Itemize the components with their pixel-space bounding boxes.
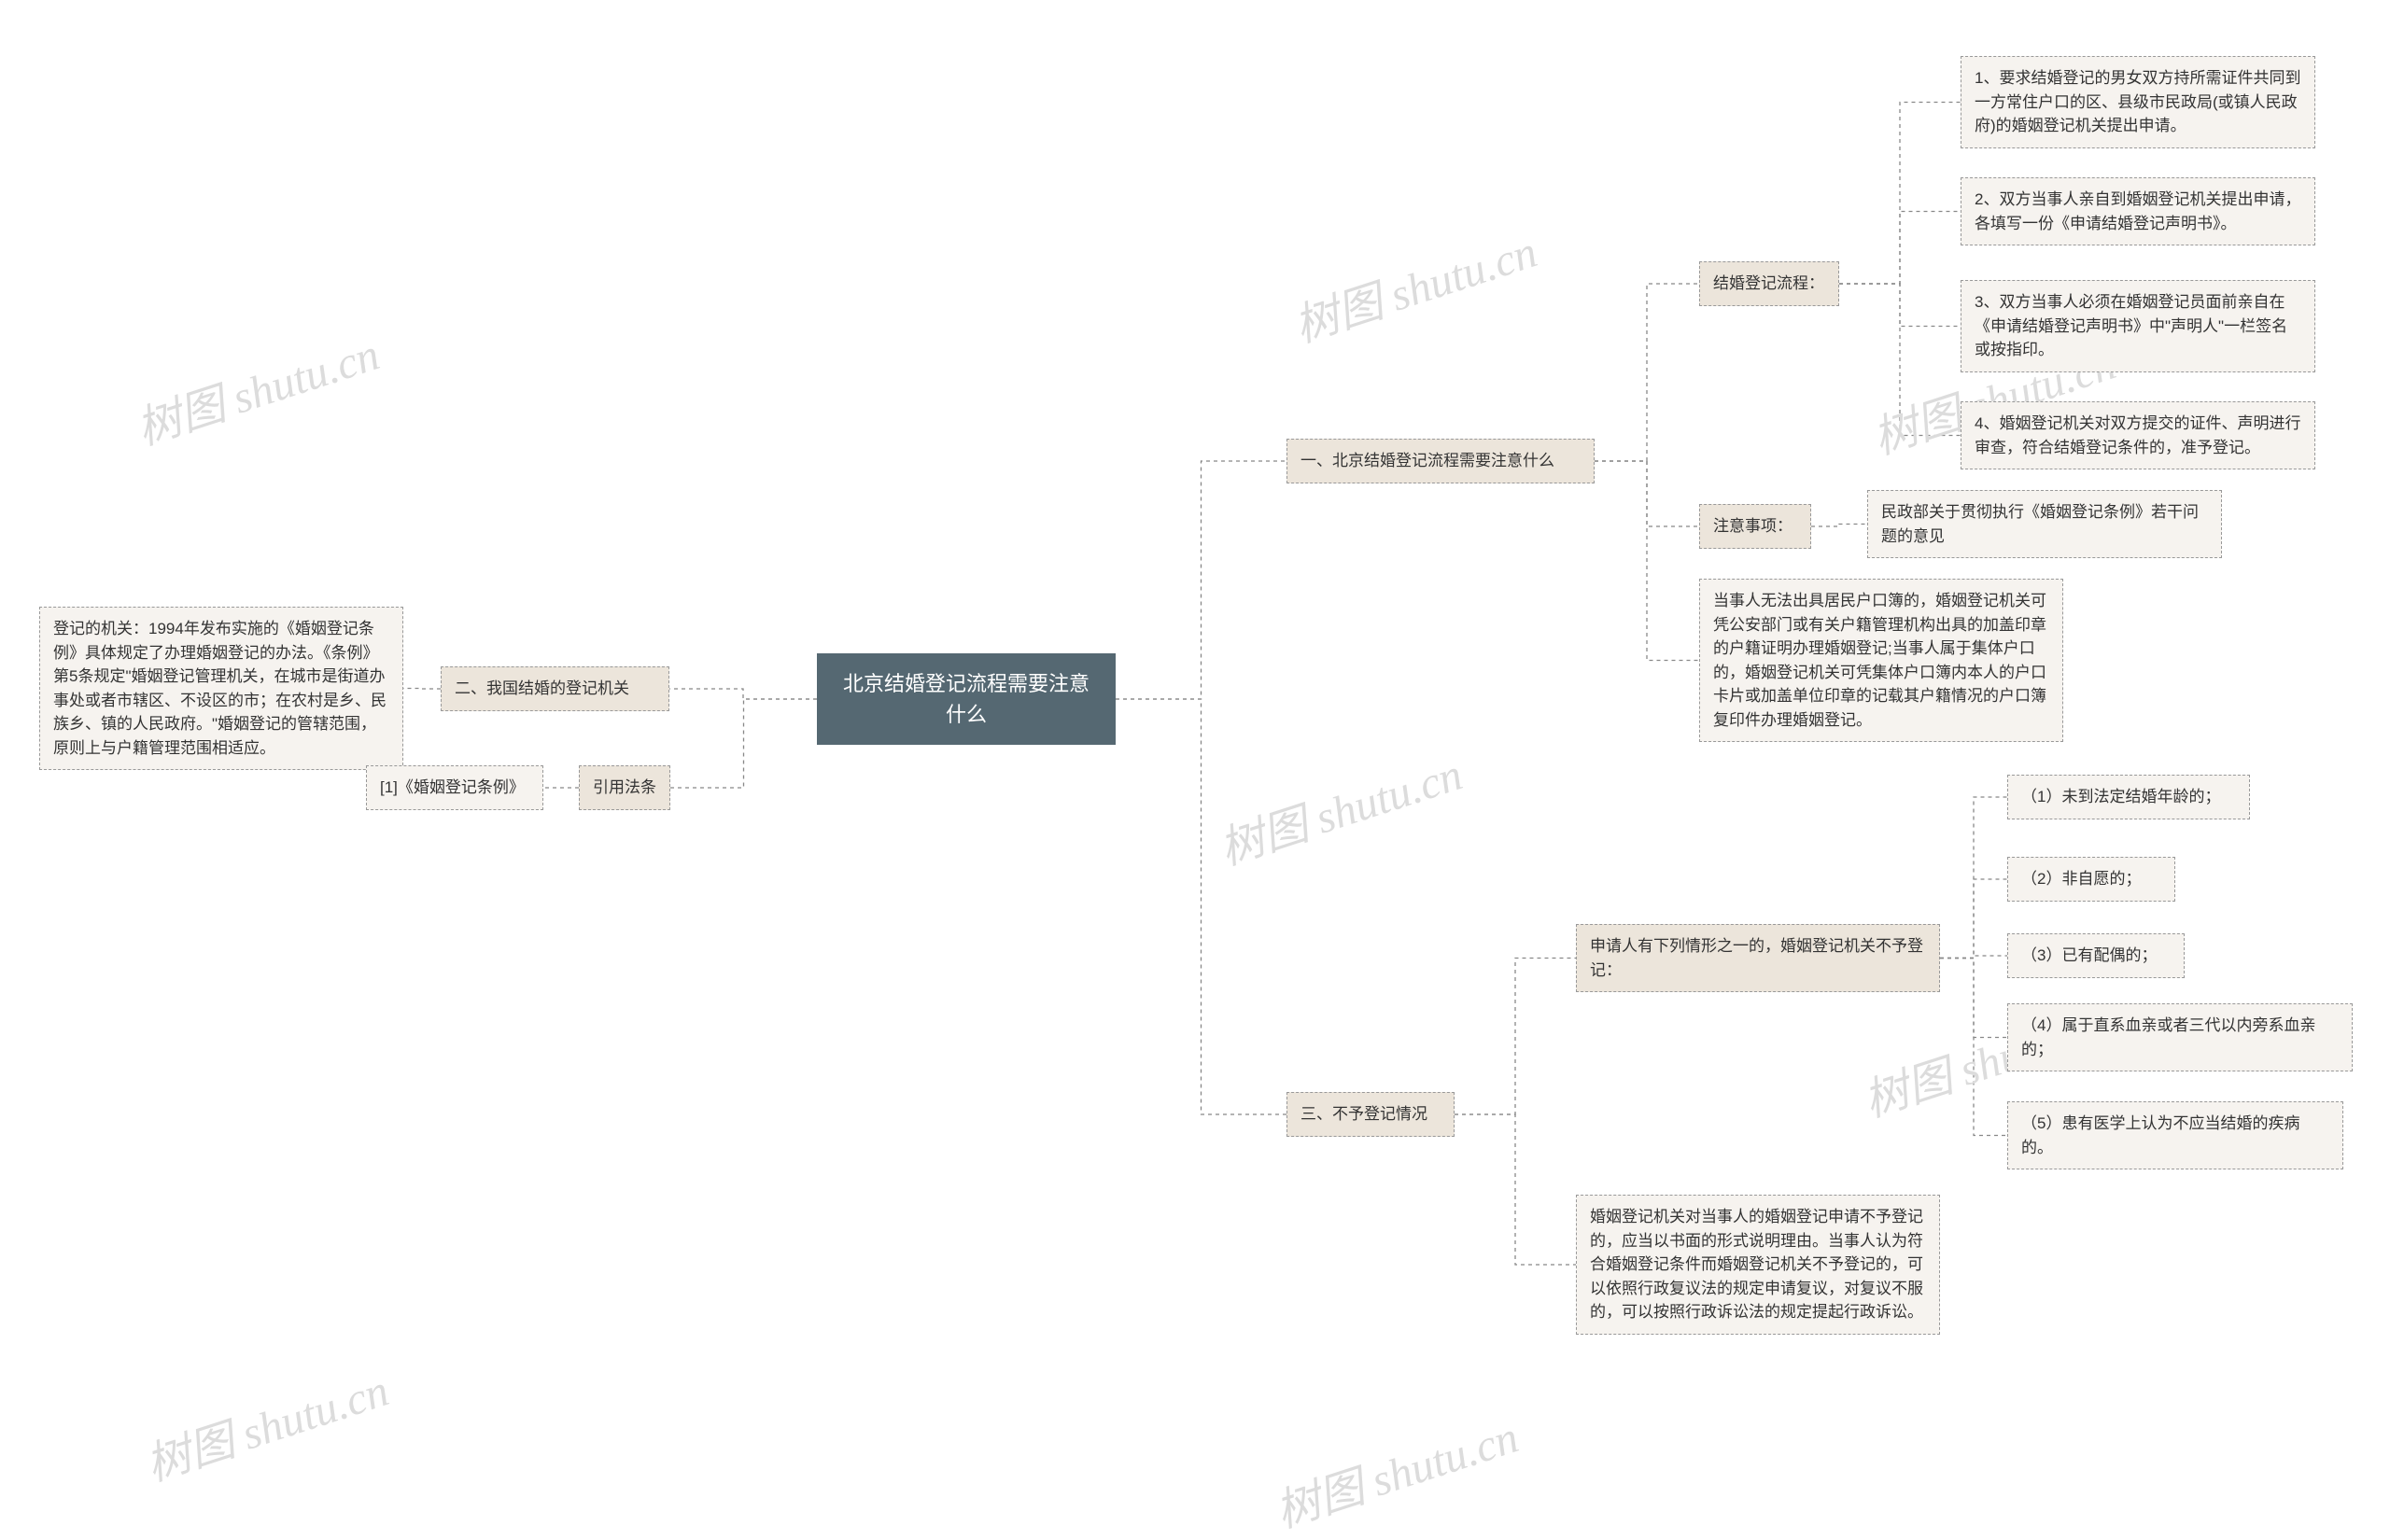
mindmap-node: （5）患有医学上认为不应当结婚的疾病的。 bbox=[2007, 1101, 2343, 1169]
watermark: 树图 shutu.cn bbox=[1285, 215, 1544, 355]
mindmap-node: 登记的机关：1994年发布实施的《婚姻登记条例》具体规定了办理婚姻登记的办法。《… bbox=[39, 607, 403, 770]
mindmap-node: （1）未到法定结婚年龄的； bbox=[2007, 775, 2250, 819]
mindmap-canvas: 树图 shutu.cn 树图 shutu.cn 树图 shutu.cn 树图 s… bbox=[0, 0, 2390, 1525]
mindmap-node: （4）属于直系血亲或者三代以内旁系血亲的； bbox=[2007, 1003, 2353, 1071]
mindmap-node: 婚姻登记机关对当事人的婚姻登记申请不予登记的，应当以书面的形式说明理由。当事人认… bbox=[1576, 1195, 1940, 1335]
watermark: 树图 shutu.cn bbox=[136, 1353, 396, 1493]
watermark: 树图 shutu.cn bbox=[1266, 1400, 1525, 1540]
mindmap-node: [1]《婚姻登记条例》 bbox=[366, 765, 543, 810]
mindmap-node: 3、双方当事人必须在婚姻登记员面前亲自在《申请结婚登记声明书》中"声明人"一栏签… bbox=[1961, 280, 2315, 372]
mindmap-node: 当事人无法出具居民户口簿的，婚姻登记机关可凭公安部门或有关户籍管理机构出具的加盖… bbox=[1699, 579, 2063, 742]
mindmap-node: 1、要求结婚登记的男女双方持所需证件共同到一方常住户口的区、县级市民政局(或镇人… bbox=[1961, 56, 2315, 148]
watermark: 树图 shutu.cn bbox=[1210, 737, 1469, 877]
mindmap-node: 4、婚姻登记机关对双方提交的证件、声明进行审查，符合结婚登记条件的，准予登记。 bbox=[1961, 401, 2315, 469]
mindmap-node: 一、北京结婚登记流程需要注意什么 bbox=[1286, 439, 1595, 483]
mindmap-node: 申请人有下列情形之一的，婚姻登记机关不予登记： bbox=[1576, 924, 1940, 992]
mindmap-node: 2、双方当事人亲自到婚姻登记机关提出申请，各填写一份《申请结婚登记声明书》。 bbox=[1961, 177, 2315, 245]
mindmap-node: 注意事项： bbox=[1699, 504, 1811, 549]
mindmap-node: 引用法条 bbox=[579, 765, 670, 810]
mindmap-node: （3）已有配偶的； bbox=[2007, 933, 2185, 978]
mindmap-node: 二、我国结婚的登记机关 bbox=[441, 666, 669, 711]
mindmap-node: 结婚登记流程： bbox=[1699, 261, 1839, 306]
mindmap-node: 北京结婚登记流程需要注意什么 bbox=[817, 653, 1116, 745]
mindmap-node: 民政部关于贯彻执行《婚姻登记条例》若干问题的意见 bbox=[1867, 490, 2222, 558]
mindmap-node: 三、不予登记情况 bbox=[1286, 1092, 1455, 1137]
mindmap-node: （2）非自愿的； bbox=[2007, 857, 2175, 902]
watermark: 树图 shutu.cn bbox=[127, 317, 387, 457]
